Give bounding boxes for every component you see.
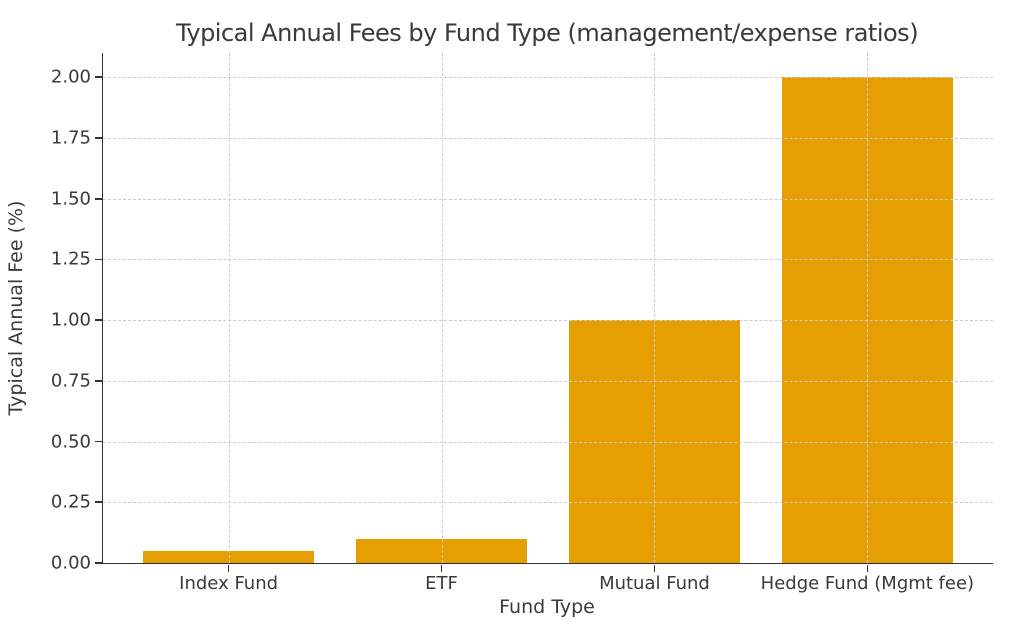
y-axis-label: Typical Annual Fee (%) [5,200,27,416]
y-tick-mark [94,76,102,79]
y-tick-label: 1.00 [50,309,91,331]
y-tick-label: 0.00 [50,552,91,574]
y-tick-label: 0.75 [50,370,91,392]
y-gridline [103,198,993,200]
y-tick-mark [94,440,102,443]
x-tick-label: Index Fund [179,573,279,594]
y-gridline [103,138,993,139]
x-tick-mark [653,564,656,572]
x-tick-mark [227,564,230,572]
x-gridline [441,53,443,563]
bar [356,538,527,563]
y-tick-mark [94,137,102,139]
y-tick-mark [94,562,102,564]
x-tick-label: ETF [425,573,458,594]
y-gridline [103,259,993,261]
y-tick-label: 0.25 [50,491,91,513]
chart-title: Typical Annual Fees by Fund Type (manage… [175,19,919,47]
y-tick-label: 0.50 [50,431,91,453]
x-tick-mark [440,564,443,572]
x-tick-label: Hedge Fund (Mgmt fee) [760,573,975,594]
x-tick-mark [866,564,869,572]
y-tick-mark [94,501,102,504]
x-gridline [867,53,869,563]
y-gridline [103,380,993,382]
x-axis-label: Fund Type [499,596,595,618]
y-tick-mark [94,197,102,200]
y-tick-label: 1.50 [50,188,91,210]
y-tick-label: 1.25 [50,248,91,270]
y-tick-mark [94,319,102,321]
y-gridline [103,77,993,79]
x-gridline [228,53,230,563]
x-tick-label: Mutual Fund [599,573,710,594]
plot-area: 0.00 0.25 0.50 0.75 1.00 1.25 1.50 1.75 2.00 Inde… [51,53,993,594]
y-tick-mark [94,258,102,261]
y-tick-label: 2.00 [50,66,91,88]
y-gridline [103,441,993,443]
y-gridline [103,320,993,322]
x-gridline [654,53,656,563]
y-tick-mark [94,380,102,382]
y-tick-label: 1.75 [50,127,91,149]
y-gridline [103,502,993,504]
